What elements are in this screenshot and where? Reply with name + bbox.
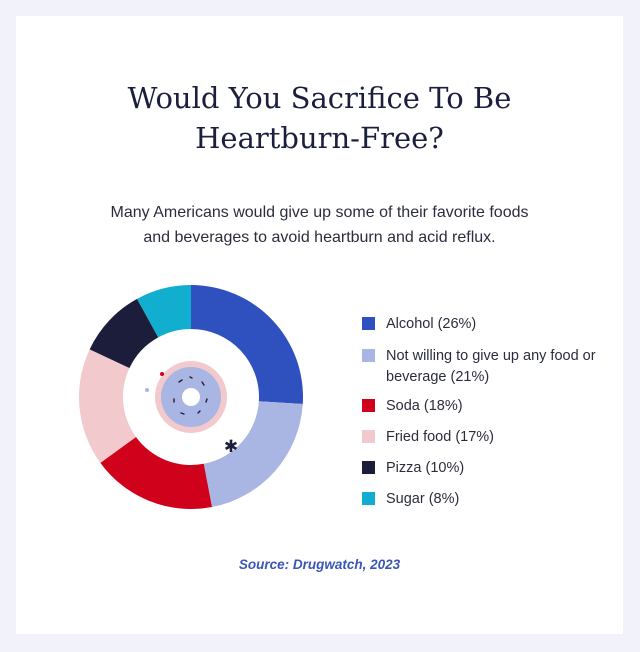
chart-subtitle-line-1: Many Americans would give up some of the… bbox=[110, 204, 529, 221]
legend-label: Pizza (10%) bbox=[386, 460, 465, 476]
sprinkle bbox=[197, 410, 201, 414]
chart-title: Would You Sacrifice To Be Heartburn-Free… bbox=[16, 78, 623, 158]
donut-slice-pizza bbox=[89, 298, 159, 369]
sprinkle bbox=[180, 412, 185, 415]
infographic-card: Would You Sacrifice To Be Heartburn-Free… bbox=[16, 16, 623, 634]
crumb-blue bbox=[145, 388, 149, 392]
sprinkles bbox=[173, 376, 208, 415]
legend-swatch bbox=[362, 430, 375, 443]
sprinkle bbox=[201, 381, 205, 386]
legend-label: Fried food (17%) bbox=[386, 429, 494, 445]
legend-swatch bbox=[362, 492, 375, 505]
source-note: Source: Drugwatch, 2023 bbox=[238, 557, 401, 572]
legend-label: Sugar (8%) bbox=[386, 491, 460, 507]
donut-slice-soda bbox=[100, 436, 212, 510]
legend-swatch bbox=[362, 399, 375, 412]
donut-slice-fried-food bbox=[79, 349, 136, 463]
chart-title-line-2: Heartburn-Free? bbox=[195, 121, 444, 155]
donut-slice-sugar bbox=[137, 285, 191, 338]
legend-swatch bbox=[362, 317, 375, 330]
donut-illustration: ✱ bbox=[145, 361, 238, 457]
chart-subtitle-line-2: and beverages to avoid heartburn and aci… bbox=[143, 229, 496, 246]
donut-slice-alcohol bbox=[191, 285, 303, 405]
sprinkle bbox=[189, 376, 193, 379]
legend-swatch bbox=[362, 461, 375, 474]
sprinkle bbox=[178, 379, 183, 383]
legend-label: Not willing to give up any food or bever… bbox=[386, 348, 596, 385]
chart-subtitle: Many Americans would give up some of the… bbox=[16, 200, 623, 250]
legend-swatch bbox=[362, 349, 375, 362]
donut-illustration-hole bbox=[182, 388, 200, 406]
donut-slices bbox=[79, 285, 303, 510]
sprinkle bbox=[205, 398, 208, 403]
legend-label: Alcohol (26%) bbox=[386, 316, 477, 332]
sparkle-icon: ✱ bbox=[224, 437, 238, 457]
legend-label: Soda (18%) bbox=[386, 398, 463, 414]
crumb-red bbox=[160, 372, 164, 376]
donut-chart: ✱ bbox=[79, 285, 303, 510]
chart-title-line-1: Would You Sacrifice To Be bbox=[127, 81, 512, 115]
donut-slice-not-willing-to-give-up-any-food-or-beverage bbox=[203, 401, 303, 508]
